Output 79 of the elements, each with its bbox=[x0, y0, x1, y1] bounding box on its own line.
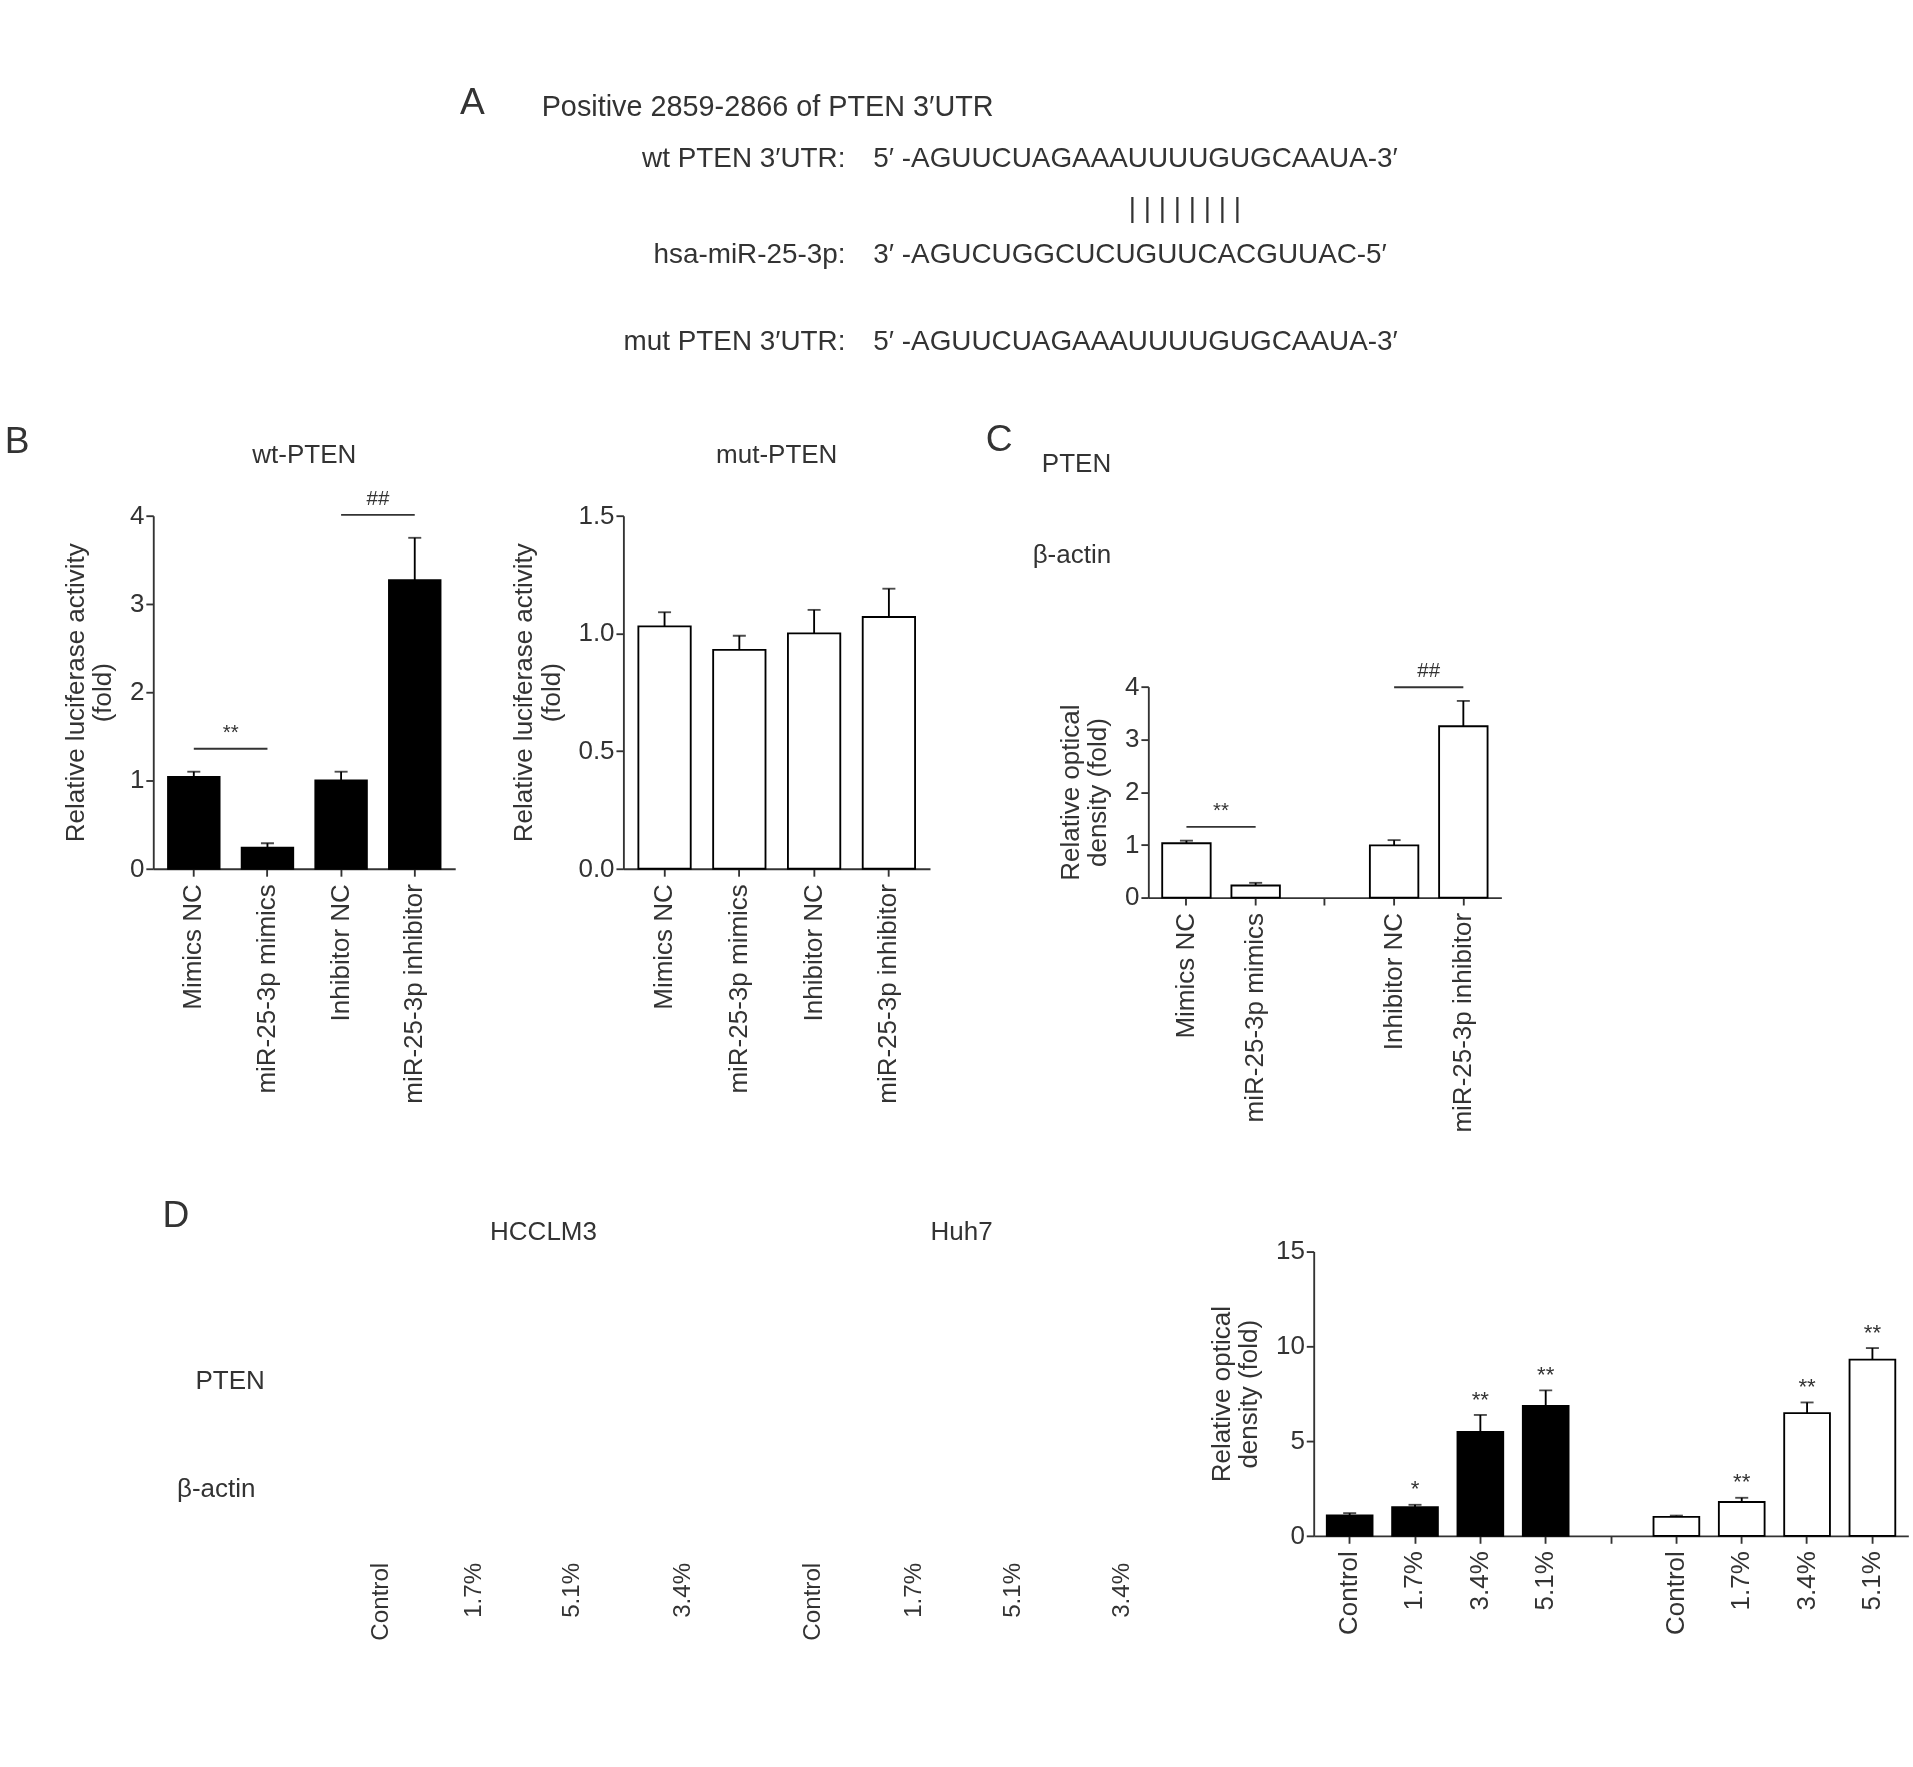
chart-title: wt-PTEN bbox=[251, 438, 357, 469]
data-label: ** bbox=[1798, 1374, 1817, 1400]
y-axis-title: Relative luciferase activity (fold) bbox=[507, 543, 566, 843]
y-tick-label: 0 bbox=[1125, 881, 1140, 912]
x-tick-label: miR-25-3p mimics bbox=[250, 884, 281, 1094]
y-tick-label: 0.5 bbox=[578, 735, 615, 766]
text: Huh7 bbox=[930, 1216, 993, 1247]
y-tick-label: 2 bbox=[1125, 776, 1140, 807]
y-tick-label: 5 bbox=[1290, 1425, 1305, 1456]
x-tick-label: 1.7% bbox=[1725, 1551, 1756, 1611]
text: β-actin bbox=[176, 1472, 256, 1503]
x-tick-label: 5.1% bbox=[1529, 1551, 1560, 1611]
bar bbox=[1368, 844, 1420, 899]
bar bbox=[167, 776, 221, 870]
chart-title: mut-PTEN bbox=[716, 438, 838, 469]
text: HCCLM3 bbox=[490, 1216, 597, 1247]
x-tick-label: 3.4% bbox=[1463, 1551, 1494, 1611]
text: wt PTEN 3′UTR: bbox=[641, 142, 846, 174]
y-tick-label: 10 bbox=[1275, 1330, 1305, 1361]
text: 5′ -AGUUCUAGAAAUUUUGUGCAAUA-3′ bbox=[873, 142, 1398, 174]
data-label: * bbox=[1410, 1476, 1420, 1502]
x-tick-label: Mimics NC bbox=[1169, 912, 1200, 1039]
x-tick-label: miR-25-3p inhibitor bbox=[872, 883, 903, 1104]
text: PTEN bbox=[195, 1365, 265, 1396]
x-tick-label: Control bbox=[1333, 1551, 1364, 1636]
y-axis-title: Relative luciferase activity (fold) bbox=[59, 543, 118, 843]
text: Positive 2859-2866 of PTEN 3′UTR bbox=[541, 90, 994, 123]
x-tick-label: 5.1% bbox=[1855, 1551, 1886, 1611]
text: A bbox=[459, 80, 485, 123]
y-tick-label: 1 bbox=[1125, 828, 1140, 859]
bar bbox=[1161, 842, 1212, 899]
y-tick-label: 0.0 bbox=[578, 852, 615, 883]
x-tick-label: Mimics NC bbox=[647, 884, 678, 1010]
text: D bbox=[162, 1193, 190, 1236]
y-tick-label: 1 bbox=[130, 764, 145, 795]
y-tick-label: 1.5 bbox=[578, 499, 615, 530]
x-tick-label: miR-25-3p inhibitor bbox=[1446, 912, 1477, 1133]
y-tick-label: 3 bbox=[130, 587, 145, 618]
bar bbox=[1230, 884, 1281, 899]
y-tick-label: 4 bbox=[130, 499, 145, 530]
text: 3′ -AGUCUGGCUCUGUUCACGUUAC-5′ bbox=[873, 238, 1387, 270]
x-tick-label: Inhibitor NC bbox=[1377, 912, 1408, 1051]
data-label: ** bbox=[1733, 1469, 1751, 1495]
annotation: ** bbox=[1213, 797, 1230, 821]
y-tick-label: 0 bbox=[1290, 1519, 1305, 1550]
data-label: ** bbox=[1863, 1319, 1882, 1345]
bar bbox=[1717, 1501, 1766, 1537]
text: hsa-miR-25-3p: bbox=[653, 238, 846, 270]
x-tick-label: Control bbox=[1659, 1551, 1690, 1636]
y-tick-label: 2 bbox=[130, 676, 145, 707]
annotation: ** bbox=[222, 719, 239, 743]
y-tick-label: 4 bbox=[1125, 670, 1140, 701]
text: mut PTEN 3′UTR: bbox=[623, 325, 846, 357]
text: 5′ -AGUUCUAGAAAUUUUGUGCAAUA-3′ bbox=[873, 325, 1398, 357]
y-tick-label: 0 bbox=[130, 852, 145, 883]
y-tick-label: 1.0 bbox=[578, 617, 615, 648]
text: ## bbox=[366, 485, 390, 509]
x-tick-label: 3.4% bbox=[1790, 1551, 1821, 1611]
text: β-actin bbox=[1032, 539, 1112, 570]
bar bbox=[1325, 1514, 1374, 1537]
text: ## bbox=[1417, 658, 1441, 681]
x-tick-label: miR-25-3p inhibitor bbox=[398, 883, 429, 1104]
x-tick-label: Inhibitor NC bbox=[797, 884, 828, 1022]
text: | | | | | | | | bbox=[1128, 191, 1241, 223]
data-label: ** bbox=[1471, 1386, 1490, 1412]
text: B bbox=[4, 418, 30, 461]
bar bbox=[1652, 1516, 1701, 1537]
y-axis-title: Relative optical density (fold) bbox=[1054, 704, 1113, 881]
x-tick-label: Inhibitor NC bbox=[324, 884, 355, 1022]
text: PTEN bbox=[1041, 448, 1112, 479]
data-label: ** bbox=[1537, 1361, 1555, 1387]
x-tick-label: 1.7% bbox=[1398, 1551, 1429, 1611]
x-tick-label: Mimics NC bbox=[177, 884, 208, 1010]
y-axis-title: Relative optical density (fold) bbox=[1205, 1306, 1264, 1483]
y-tick-label: 15 bbox=[1275, 1235, 1305, 1266]
x-tick-label: miR-25-3p mimics bbox=[1239, 912, 1270, 1123]
text: C bbox=[985, 416, 1013, 459]
x-tick-label: miR-25-3p mimics bbox=[722, 884, 753, 1094]
y-tick-label: 3 bbox=[1125, 723, 1140, 754]
